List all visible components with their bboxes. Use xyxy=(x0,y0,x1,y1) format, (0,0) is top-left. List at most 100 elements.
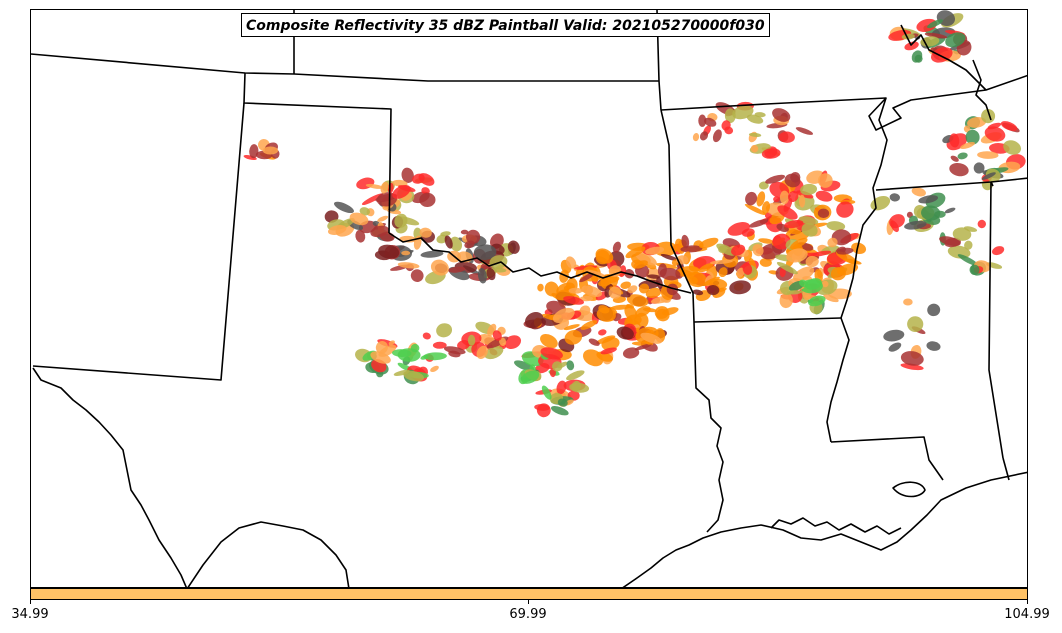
reflectivity-blob xyxy=(399,235,417,243)
reflectivity-blob xyxy=(394,213,408,228)
reflectivity-blob xyxy=(888,342,902,352)
reflectivity-blob xyxy=(784,219,804,229)
reflectivity-blob xyxy=(911,187,926,197)
reflectivity-blob xyxy=(476,345,489,359)
map-panel xyxy=(30,9,1028,588)
reflectivity-blob xyxy=(564,330,583,345)
reflectivity-blob xyxy=(826,221,846,231)
boundary-ms-river-upper xyxy=(840,97,888,319)
reflectivity-blob xyxy=(525,312,544,329)
reflectivity-blob xyxy=(718,245,727,254)
reflectivity-blob xyxy=(559,269,569,283)
reflectivity-blob xyxy=(692,289,704,296)
reflectivity-blob xyxy=(949,133,960,148)
reflectivity-blob xyxy=(749,219,769,228)
reflectivity-blob xyxy=(489,255,508,269)
reflectivity-blob xyxy=(473,244,497,261)
reflectivity-blob xyxy=(596,335,616,345)
reflectivity-blob xyxy=(748,131,758,143)
reflectivity-blob xyxy=(585,269,606,277)
reflectivity-blob xyxy=(790,172,801,183)
colorbar-tick-max: 104.99 xyxy=(1004,607,1050,622)
reflectivity-blob xyxy=(443,346,466,355)
reflectivity-blob xyxy=(681,234,690,249)
reflectivity-blob xyxy=(563,324,580,331)
reflectivity-blob xyxy=(566,370,585,381)
reflectivity-blob xyxy=(779,190,790,205)
reflectivity-blob xyxy=(660,253,679,262)
reflectivity-blob xyxy=(918,195,939,204)
reflectivity-blob xyxy=(844,258,862,265)
reflectivity-blob xyxy=(504,335,522,349)
reflectivity-blob xyxy=(889,193,900,202)
reflectivity-blob xyxy=(836,201,854,218)
reflectivity-blob xyxy=(827,237,838,248)
reflectivity-blob xyxy=(642,307,657,313)
reflectivity-blob xyxy=(397,262,420,269)
reflectivity-blob xyxy=(449,236,463,252)
reflectivity-blob xyxy=(742,263,753,275)
reflectivity-blob xyxy=(926,341,941,351)
reflectivity-blob xyxy=(550,406,569,416)
reflectivity-blob xyxy=(355,229,366,243)
reflectivity-blob xyxy=(627,285,638,294)
reflectivity-blob xyxy=(507,240,520,254)
reflectivity-blob xyxy=(436,234,448,244)
reflectivity-blob xyxy=(808,295,826,307)
reflectivity-blob xyxy=(375,193,398,203)
reflectivity-blob xyxy=(777,205,798,220)
reflectivity-blob xyxy=(706,284,720,296)
reflectivity-blob xyxy=(836,247,854,255)
reflectivity-blob xyxy=(467,334,476,346)
reflectivity-blob xyxy=(927,19,943,29)
state-boundaries xyxy=(31,10,1027,587)
reflectivity-blob xyxy=(752,243,764,257)
reflectivity-blob xyxy=(579,272,595,283)
reflectivity-blob xyxy=(916,18,937,32)
reflectivity-blob xyxy=(758,181,769,190)
reflectivity-blob xyxy=(581,285,603,297)
boundary-ks-ok-ar xyxy=(660,109,695,323)
reflectivity-blob xyxy=(557,398,568,407)
colorbar-tick-mark-mid xyxy=(528,600,529,604)
reflectivity-blob xyxy=(410,343,420,353)
reflectivity-blob xyxy=(748,132,762,137)
boundary-tn-ms xyxy=(875,177,1027,191)
reflectivity-blob xyxy=(359,207,371,216)
reflectivity-blob xyxy=(851,242,867,254)
reflectivity-blob xyxy=(904,220,927,230)
reflectivity-blob xyxy=(759,258,772,267)
boundary-al xyxy=(990,181,994,187)
reflectivity-blob xyxy=(419,227,432,238)
reflectivity-blob xyxy=(612,241,621,253)
reflectivity-blob xyxy=(565,256,577,269)
reflectivity-blob xyxy=(965,129,980,145)
reflectivity-blob xyxy=(987,122,1002,130)
reflectivity-blob xyxy=(380,181,389,194)
map-canvas xyxy=(31,10,1027,587)
reflectivity-blob xyxy=(401,167,414,183)
reflectivity-blob xyxy=(432,341,447,349)
reflectivity-blob xyxy=(403,370,424,382)
reflectivity-blob xyxy=(436,323,453,338)
reflectivity-blob xyxy=(817,173,833,188)
reflectivity-blob xyxy=(552,307,575,324)
reflectivity-blob xyxy=(541,385,552,400)
reflectivity-blob xyxy=(598,329,607,336)
reflectivity-blob xyxy=(901,33,915,40)
reflectivity-paintball-layer xyxy=(243,10,1026,418)
reflectivity-blob xyxy=(904,41,919,51)
reflectivity-blob xyxy=(795,127,813,135)
reflectivity-blob xyxy=(378,244,400,259)
reflectivity-blob xyxy=(805,255,819,268)
reflectivity-blob xyxy=(837,263,859,276)
reflectivity-blob xyxy=(801,223,818,237)
reflectivity-blob xyxy=(729,280,751,295)
reflectivity-blob xyxy=(973,162,985,174)
reflectivity-blob xyxy=(756,191,766,207)
reflectivity-blob xyxy=(786,248,808,263)
reflectivity-blob xyxy=(666,283,679,296)
reflectivity-blob xyxy=(950,155,959,162)
reflectivity-blob xyxy=(754,112,766,118)
